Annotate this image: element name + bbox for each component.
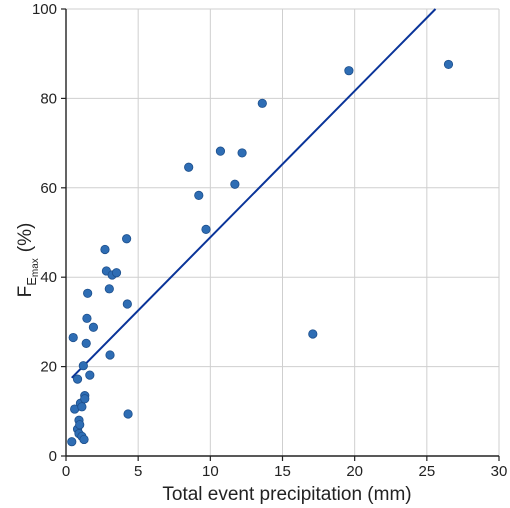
data-point: [194, 190, 204, 200]
data-point: [80, 394, 90, 404]
x-axis-title: Total event precipitation (mm): [162, 484, 411, 505]
data-point: [100, 244, 110, 255]
data-point: [122, 299, 132, 309]
data-point: [230, 179, 240, 189]
data-point: [111, 268, 122, 278]
y-axis-title-subsub: max: [30, 258, 41, 277]
y-axis-title-unit: (%): [15, 223, 36, 253]
data-point: [443, 59, 454, 70]
x-tick-label: 20: [346, 463, 363, 480]
data-point: [83, 288, 93, 298]
x-tick-label: 30: [491, 463, 508, 480]
data-point: [201, 224, 211, 234]
data-point: [105, 350, 115, 360]
y-axis-title: FEmax (%): [15, 223, 41, 298]
grid: [66, 8, 500, 456]
x-tick-label: 25: [418, 463, 435, 480]
trend-line-group: [71, 8, 437, 379]
trend-line: [71, 8, 437, 379]
data-point: [78, 361, 88, 371]
y-axis-title-sub: E: [24, 277, 39, 286]
data-point: [88, 322, 99, 332]
svg-text:FEmax(%): FEmax (%): [15, 223, 41, 298]
data-point: [68, 332, 78, 343]
data-point: [122, 234, 132, 244]
data-point: [104, 284, 114, 294]
x-tick-label: 0: [62, 463, 70, 480]
data-point: [72, 374, 83, 384]
y-tick-label: 20: [40, 359, 57, 376]
data-point: [67, 437, 77, 447]
x-tick-label: 5: [134, 463, 142, 480]
ticks: 0 5 10 15 20 25 30 0 20 40 60 80 100: [32, 1, 507, 480]
data-point: [81, 338, 91, 348]
data-point: [308, 329, 318, 339]
y-tick-label: 80: [40, 90, 57, 107]
y-tick-label: 0: [49, 448, 57, 465]
data-point: [77, 402, 87, 412]
data-point: [75, 420, 85, 430]
data-point: [215, 146, 226, 156]
data-point: [85, 370, 95, 380]
data-point: [82, 313, 92, 323]
data-point: [257, 98, 267, 108]
y-axis-title-main: F: [15, 286, 36, 298]
data-point: [344, 66, 354, 76]
y-tick-label: 100: [32, 1, 57, 18]
data-point: [123, 409, 133, 419]
x-tick-label: 15: [274, 463, 291, 480]
x-tick-label: 10: [202, 463, 219, 480]
data-points: [67, 59, 454, 447]
data-point: [79, 434, 89, 445]
data-point: [184, 162, 194, 172]
data-point: [237, 148, 247, 158]
y-tick-label: 40: [40, 269, 57, 286]
y-tick-label: 60: [40, 180, 57, 197]
